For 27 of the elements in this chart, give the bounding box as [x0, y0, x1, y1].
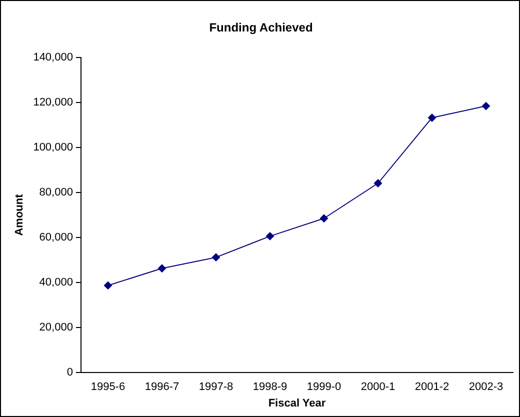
x-axis-title: Fiscal Year: [268, 397, 326, 410]
y-tick-label: 140,000: [33, 51, 73, 64]
x-tick-label: 1999-0: [306, 381, 342, 394]
y-tick-label: 120,000: [33, 96, 73, 108]
x-tick-label: 1997-8: [198, 381, 234, 394]
y-tick-label: 0: [66, 366, 73, 379]
x-tick-label: 2000-1: [360, 381, 396, 394]
x-tick-label: 1998-9: [252, 381, 288, 394]
y-tick-label: 40,000: [39, 276, 73, 289]
chart-title: Funding Achieved: [209, 20, 313, 35]
point: [212, 253, 220, 262]
point: [158, 264, 166, 272]
x-tick-label: 2001-2: [414, 381, 450, 394]
x-tick-label: 1996-7: [144, 381, 180, 394]
point: [482, 102, 490, 110]
y-tick-label: 20,000: [39, 322, 73, 334]
y-tick-label: 60,000: [39, 232, 73, 244]
y-tick-label: 100,000: [33, 141, 73, 154]
x-tick-label: 2002-3: [468, 381, 504, 394]
y-tick-label: 80,000: [39, 186, 73, 199]
x-tick-label: 1995-6: [90, 381, 126, 394]
y-axis-title: Amount: [14, 194, 26, 236]
point: [320, 214, 328, 222]
point: [428, 114, 436, 122]
point: [266, 232, 274, 240]
point: [374, 179, 382, 188]
point: [104, 281, 112, 290]
